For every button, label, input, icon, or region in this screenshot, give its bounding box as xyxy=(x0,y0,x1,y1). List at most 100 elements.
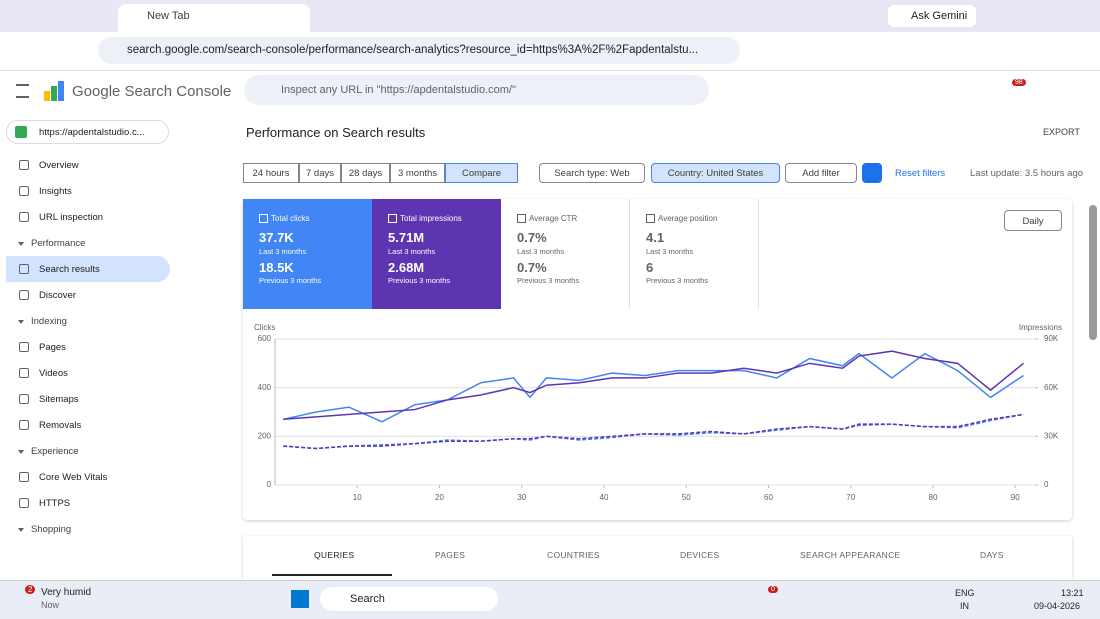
metric-current: 37.7K xyxy=(259,230,294,245)
nav-icon xyxy=(19,264,29,274)
taskbar-search-label: Search xyxy=(350,593,385,605)
range-button[interactable]: Compare xyxy=(445,163,518,183)
nav-item[interactable]: Removals xyxy=(39,420,82,431)
x-tick-label: 30 xyxy=(517,493,526,502)
y2-tick-label: 60K xyxy=(1044,383,1059,392)
metric-label: Total clicks xyxy=(271,214,310,223)
filter-icon[interactable] xyxy=(862,163,882,183)
metric-card[interactable]: Total impressions 5.71M Last 3 months 2.68M… xyxy=(372,199,501,309)
menu-icon[interactable] xyxy=(16,84,29,98)
nav-section-caret xyxy=(18,320,24,324)
nav-item[interactable]: Search results xyxy=(39,264,100,275)
start-button[interactable] xyxy=(291,590,309,608)
property-select[interactable] xyxy=(6,120,169,144)
granularity[interactable]: Daily xyxy=(1004,210,1062,231)
nav-item[interactable]: Videos xyxy=(39,368,68,379)
nav-icon xyxy=(19,160,29,170)
nav-section-caret xyxy=(18,528,24,532)
property-icon xyxy=(15,126,27,138)
nav-icon xyxy=(19,498,29,508)
metric-previous-period: Previous 3 months xyxy=(259,276,322,285)
series-line xyxy=(283,350,1024,421)
series-line xyxy=(283,413,1024,450)
metric-card[interactable]: Average CTR 0.7% Last 3 months 0.7% Previous… xyxy=(501,199,630,309)
metric-previous-period: Previous 3 months xyxy=(388,276,451,285)
metric-previous: 2.68M xyxy=(388,260,425,275)
page-title: Performance on Search results xyxy=(246,125,426,140)
dimension-tab[interactable]: QUERIES xyxy=(314,550,355,560)
range-button[interactable]: 7 days xyxy=(299,163,341,183)
series-line xyxy=(283,413,1024,450)
y2-tick-label: 90K xyxy=(1044,334,1059,343)
x-tick-label: 20 xyxy=(435,493,444,502)
metric-current-period: Last 3 months xyxy=(517,247,565,256)
weather: Very humid xyxy=(41,587,92,598)
add-filter[interactable]: Add filter xyxy=(785,163,857,183)
metric-current: 5.71M xyxy=(388,230,425,245)
nav-section[interactable]: Experience xyxy=(31,446,79,457)
metric-card[interactable]: Total clicks 37.7K Last 3 months 18.5K Previ… xyxy=(243,199,372,309)
taskbar-search[interactable] xyxy=(320,587,498,611)
range-button[interactable]: 3 months xyxy=(390,163,445,183)
date: 09-04-2026 xyxy=(1034,601,1081,611)
scrollbar xyxy=(1089,205,1097,340)
tab-underline xyxy=(272,574,392,576)
metric-checkbox xyxy=(259,214,268,223)
nav-item[interactable]: Insights xyxy=(39,186,72,197)
metric-previous: 18.5K xyxy=(259,260,294,275)
y-axis-title: Clicks xyxy=(254,323,275,332)
gemini-button[interactable] xyxy=(888,5,976,27)
export[interactable]: EXPORT xyxy=(1043,127,1080,137)
nav-icon xyxy=(19,394,29,404)
reset-filters[interactable]: Reset filters xyxy=(895,168,946,179)
dimension-tab[interactable]: DAYS xyxy=(980,550,1004,560)
nav-icon xyxy=(19,342,29,352)
nav-section[interactable]: Performance xyxy=(31,238,86,249)
property-name: https://apdentalstudio.c... xyxy=(39,127,145,138)
metric-label: Average CTR xyxy=(529,214,578,223)
dimension-tab[interactable]: DEVICES xyxy=(680,550,720,560)
nav-section[interactable]: Indexing xyxy=(31,316,67,327)
metric-checkbox xyxy=(517,214,526,223)
region: IN xyxy=(960,601,969,611)
notification-badge: 98 xyxy=(1012,79,1026,86)
nav-item[interactable]: Overview xyxy=(39,160,79,171)
nav-section-caret xyxy=(18,450,24,454)
weather-sub: Now xyxy=(41,600,60,610)
y-tick-label: 600 xyxy=(258,334,272,343)
dimension-tab[interactable]: PAGES xyxy=(435,550,466,560)
nav-item[interactable]: URL inspection xyxy=(39,212,104,223)
nav-item[interactable]: Discover xyxy=(39,290,76,301)
metric-card[interactable]: Average position 4.1 Last 3 months 6 Previou… xyxy=(630,199,759,309)
nav-icon xyxy=(19,472,29,482)
gemini-label: Ask Gemini xyxy=(911,10,968,22)
nav-item[interactable]: Core Web Vitals xyxy=(39,472,108,483)
metric-current: 4.1 xyxy=(646,230,665,245)
address-bar[interactable] xyxy=(98,37,740,64)
nav-item[interactable]: HTTPS xyxy=(39,498,71,509)
x-tick-label: 40 xyxy=(600,493,609,502)
url-inspect[interactable] xyxy=(244,75,709,105)
nav-icon xyxy=(19,186,29,196)
taskbar xyxy=(0,580,1100,619)
range-button[interactable]: 28 days xyxy=(341,163,390,183)
metric-label: Total impressions xyxy=(400,214,462,223)
weather-badge: 2 xyxy=(25,585,36,594)
y2-axis-title: Impressions xyxy=(1019,323,1062,332)
country-filter[interactable]: Country: United States xyxy=(651,163,780,183)
nav-section[interactable]: Shopping xyxy=(31,524,72,535)
metric-checkbox xyxy=(388,214,397,223)
active-tab[interactable] xyxy=(118,4,310,32)
dimension-tab[interactable]: SEARCH APPEARANCE xyxy=(800,550,901,560)
y2-tick-label: 0 xyxy=(1044,480,1049,489)
x-tick-label: 50 xyxy=(682,493,691,502)
range-button[interactable]: 24 hours xyxy=(243,163,299,183)
nav-item[interactable]: Pages xyxy=(39,342,66,353)
search-type-filter[interactable]: Search type: Web xyxy=(539,163,645,183)
dimension-tab[interactable]: COUNTRIES xyxy=(547,550,600,560)
metric-previous: 0.7% xyxy=(517,260,547,275)
logo-icon xyxy=(44,81,64,101)
nav-item[interactable]: Sitemaps xyxy=(39,394,79,405)
y-tick-label: 200 xyxy=(258,431,272,440)
